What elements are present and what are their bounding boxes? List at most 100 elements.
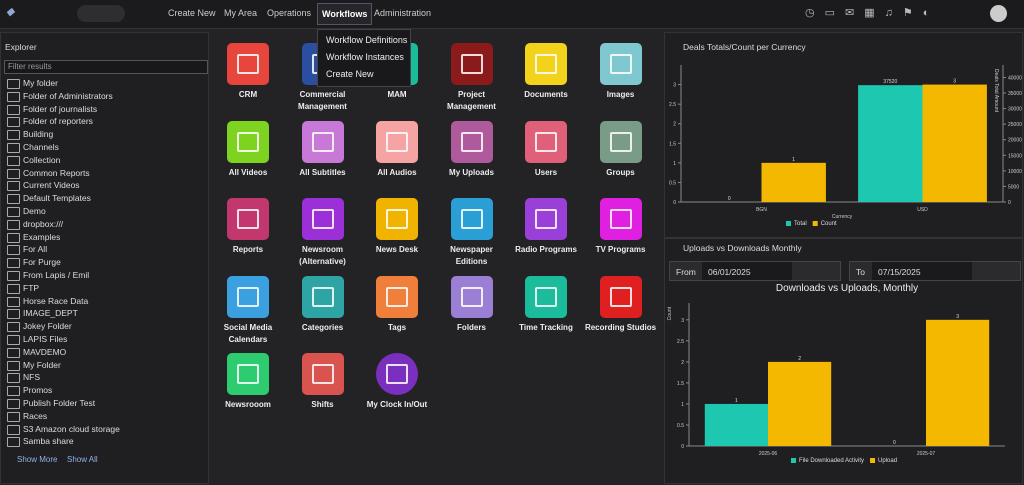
app-tile[interactable] (227, 120, 269, 163)
show-all[interactable]: Show All (67, 455, 98, 464)
tree-item[interactable]: NFS (23, 372, 40, 383)
app-label[interactable]: MAM (387, 90, 407, 99)
tree-item[interactable]: dropbox:/// (23, 218, 64, 229)
app-tile[interactable] (301, 120, 344, 163)
tree-item[interactable]: Samba share (23, 436, 74, 447)
tree-item[interactable]: Common Reports (23, 167, 90, 178)
app-label[interactable]: Commercial Management (298, 90, 347, 111)
app-tile[interactable] (525, 275, 567, 318)
app-tile[interactable] (227, 43, 269, 85)
app-tile[interactable] (599, 198, 642, 240)
app-tile[interactable] (376, 275, 418, 318)
app-label[interactable]: News Desk (375, 245, 419, 254)
tree-item[interactable]: Races (23, 410, 48, 421)
dropdown-item[interactable]: Workflow Instances (326, 52, 404, 62)
tree-item[interactable]: For Purge (23, 257, 61, 268)
tree-item[interactable]: Promos (23, 385, 53, 396)
toolbar-icons[interactable]: ◷▭✉▦♫⚑◐ (805, 7, 940, 19)
app-label[interactable]: Folders (457, 322, 486, 332)
filter-input[interactable]: Filter results (4, 60, 208, 74)
app-label[interactable]: Time Tracking (519, 322, 573, 332)
tree-item[interactable]: Folder of reporters (23, 116, 93, 127)
tree-item[interactable]: Channels (23, 142, 59, 152)
app-tile[interactable] (301, 198, 344, 240)
tree-item[interactable]: IMAGE_DEPT (23, 308, 78, 319)
app-tile[interactable] (227, 198, 269, 240)
app-label[interactable]: All Subtitles (299, 167, 346, 177)
app-tile[interactable] (301, 275, 344, 318)
app-tile[interactable] (376, 120, 418, 163)
tree-item[interactable]: Building (23, 129, 54, 140)
app-tile[interactable] (227, 353, 269, 395)
app-tile[interactable] (525, 120, 567, 163)
date-field[interactable]: From 06/01/2025 (669, 261, 841, 281)
menu-item[interactable]: My Area (224, 8, 258, 18)
app-label[interactable]: Newsrooom (225, 400, 271, 409)
app-tile[interactable] (376, 198, 418, 240)
app-label[interactable]: Radio Programs (515, 245, 577, 254)
app-tile[interactable] (525, 198, 567, 240)
menu-item[interactable]: Administration (374, 8, 432, 18)
app-tile[interactable] (376, 353, 418, 395)
app-label[interactable]: My Uploads (449, 167, 494, 177)
tree-item[interactable]: My Folder (23, 359, 61, 370)
folder-icon (7, 232, 20, 243)
app-label[interactable]: Documents (524, 90, 568, 99)
app-tile[interactable] (525, 43, 567, 85)
menu-item[interactable]: Operations (267, 8, 312, 18)
app-label[interactable]: Newsroom (Alternative) (299, 245, 346, 266)
tree-item[interactable]: Collection (23, 154, 61, 165)
app-tile[interactable] (450, 43, 493, 85)
app-tile[interactable] (599, 43, 642, 85)
app-tile[interactable] (301, 353, 344, 395)
tree-item[interactable]: Demo (23, 206, 46, 216)
tree-item[interactable]: Folder of Administrators (23, 90, 113, 101)
show-more[interactable]: Show More (17, 455, 58, 464)
search-box[interactable] (77, 5, 125, 22)
app-label[interactable]: CRM (238, 90, 258, 99)
app-tile[interactable] (599, 275, 642, 318)
menu-item[interactable]: Create New (168, 8, 216, 18)
app-label[interactable]: Social Media Calendars (223, 322, 273, 344)
app-label[interactable]: Tags (387, 322, 407, 332)
dropdown-item[interactable]: Workflow Definitions (326, 35, 408, 45)
menu-item[interactable]: Workflows (317, 3, 373, 25)
app-tile[interactable] (450, 198, 493, 240)
app-label[interactable]: Project Management (447, 90, 496, 111)
app-tile[interactable] (450, 275, 493, 318)
tree-item[interactable]: For All (23, 244, 48, 255)
tree-item[interactable]: From Lapis / Emil (23, 270, 90, 280)
tree-item[interactable]: Horse Race Data (23, 295, 89, 306)
tree-item[interactable]: LAPIS Files (23, 334, 68, 344)
app-tile[interactable] (227, 275, 269, 318)
tree-item[interactable]: Default Templates (23, 193, 91, 204)
tree-item[interactable]: S3 Amazon cloud storage (23, 423, 120, 434)
date-field[interactable]: To 07/15/2025 (849, 261, 1021, 281)
tree-item[interactable]: Publish Folder Test (23, 398, 96, 408)
avatar[interactable] (990, 5, 1007, 22)
tree-item[interactable]: Examples (23, 231, 61, 242)
app-label[interactable]: Images (606, 90, 635, 99)
app-label[interactable]: Recording Studios (584, 322, 657, 332)
legend-swatch (791, 458, 796, 463)
app-label[interactable]: TV Programs (595, 245, 646, 254)
app-tile[interactable] (450, 120, 493, 163)
app-label[interactable]: Newspaper Editions (450, 245, 493, 266)
app-label[interactable]: Users (534, 167, 558, 177)
legend-label: Count (821, 221, 837, 227)
app-label[interactable]: My Clock In/Out (366, 400, 428, 409)
app-label[interactable]: Groups (606, 167, 635, 177)
app-label[interactable]: All Audios (377, 167, 417, 177)
app-label[interactable]: Reports (232, 245, 264, 254)
tree-item[interactable]: Current Videos (23, 180, 80, 191)
app-tile[interactable] (599, 120, 642, 163)
tree-item[interactable]: Folder of journalists (23, 103, 98, 114)
dropdown-item[interactable]: Create New (326, 69, 374, 79)
tree-item[interactable]: My folder (23, 78, 58, 88)
app-label[interactable]: Categories (301, 322, 344, 332)
app-label[interactable]: All Videos (228, 167, 268, 177)
tree-item[interactable]: MAVDEMO (23, 346, 67, 357)
tree-item[interactable]: Jokey Folder (23, 321, 72, 332)
app-label[interactable]: Shifts (311, 400, 334, 409)
tree-item[interactable]: FTP (23, 282, 40, 293)
